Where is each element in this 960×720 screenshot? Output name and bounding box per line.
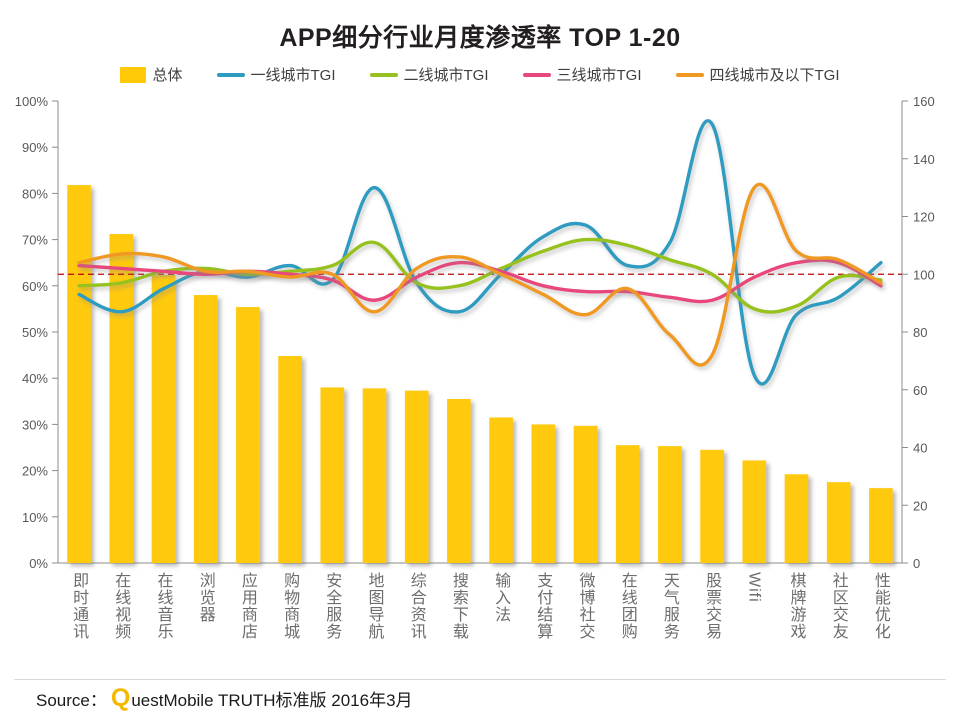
- x-axis-category-label: 即时通讯: [70, 572, 88, 640]
- bar: [151, 275, 176, 563]
- bar-series-总体: [67, 185, 893, 564]
- y-axis-right-tick-label: 0: [913, 556, 920, 571]
- x-axis-category-label: 购物商城: [281, 572, 299, 640]
- bar: [67, 185, 91, 564]
- legend-item[interactable]: 三线城市TGI: [522, 64, 642, 85]
- y-axis-left-tick-label: 90%: [22, 140, 48, 155]
- line-series-group: [77, 119, 883, 386]
- y-axis-left-tick-label: 70%: [22, 233, 48, 248]
- legend-item[interactable]: 四线城市及以下TGI: [675, 64, 840, 85]
- x-axis-category-label: 棋牌游戏: [787, 572, 805, 640]
- x-axis-category-label: 应用商店: [238, 572, 256, 640]
- y-axis-right-tick-label: 80: [913, 325, 927, 340]
- bar: [869, 488, 893, 563]
- bar: [489, 417, 513, 563]
- x-axis-category-label: 天气服务: [660, 572, 678, 640]
- bar: [278, 356, 302, 563]
- questmobile-logo-icon: Q: [110, 684, 131, 712]
- x-axis-category-label: 在线团购: [618, 572, 636, 640]
- legend-item-label: 二线城市TGI: [403, 67, 489, 84]
- bar: [320, 387, 345, 563]
- x-axis-category-label: 安全服务: [323, 572, 341, 640]
- legend-item[interactable]: 一线城市TGI: [216, 64, 336, 85]
- bar: [109, 234, 134, 563]
- bar: [531, 424, 556, 563]
- x-axis-category-label: 输入法: [492, 572, 510, 623]
- footer-divider: [14, 679, 946, 680]
- bar: [193, 295, 218, 563]
- y-axis-left-tick-label: 20%: [22, 464, 48, 479]
- y-axis-left-tick-label: 0%: [29, 556, 48, 571]
- y-axis-left-tick-label: 50%: [22, 325, 48, 340]
- line-series-二线城市TGI: [77, 237, 883, 314]
- x-axis-category-label: 搜索下载: [449, 572, 467, 640]
- y-axis-right-tick-label: 120: [913, 210, 935, 225]
- y-axis-right-tick-label: 160: [913, 94, 935, 109]
- source-note: Source： Q uestMobile TRUTH标准版 2016年3月: [36, 686, 413, 711]
- legend-line-icon: [675, 72, 704, 77]
- bar: [784, 474, 809, 563]
- x-axis-category-label: 性能优化: [871, 572, 889, 640]
- bar: [615, 445, 640, 563]
- bar: [700, 449, 724, 563]
- x-axis-category-label: 社区交友: [829, 572, 847, 640]
- legend-item-label: 总体: [152, 67, 183, 84]
- y-axis-left-tick-label: 10%: [22, 510, 48, 525]
- x-axis-category-label: 支付结算: [534, 572, 552, 640]
- source-text: uestMobile TRUTH标准版 2016年3月: [131, 691, 413, 710]
- x-axis-category-label: Wifi: [745, 572, 763, 603]
- line-series-四线城市及以下TGI: [77, 182, 883, 367]
- bar: [658, 446, 682, 563]
- y-axis-left-tick-label: 60%: [22, 279, 48, 294]
- x-axis-category-label: 地图导航: [365, 572, 383, 640]
- legend-item-label: 三线城市TGI: [556, 67, 642, 84]
- bar: [404, 390, 429, 563]
- legend-line-icon: [216, 72, 245, 77]
- y-axis-right-tick-label: 40: [913, 441, 927, 456]
- legend-square-icon: [120, 66, 147, 83]
- legend-line-icon: [369, 72, 398, 77]
- legend-item[interactable]: 总体: [120, 64, 183, 85]
- y-axis-left-tick-label: 100%: [15, 94, 49, 109]
- bar: [826, 482, 851, 563]
- y-axis-right-tick-label: 60: [913, 383, 927, 398]
- source-prefix: Source：: [36, 691, 107, 710]
- bar: [362, 388, 387, 563]
- y-axis-left-tick-label: 30%: [22, 417, 48, 432]
- chart-legend: 总体 一线城市TGI 二线城市TGI 三线城市TGI 四线城市及以下TGI: [0, 64, 960, 85]
- y-axis-right-tick-label: 100: [913, 267, 935, 282]
- x-axis-category-label: 在线音乐: [154, 572, 172, 640]
- y-axis-right-tick-label: 20: [913, 498, 927, 513]
- x-axis-category-label: 综合资讯: [407, 572, 425, 640]
- page-title: APP细分行业月度渗透率 TOP 1-20: [279, 24, 681, 52]
- x-axis-category-label: 微博社交: [576, 572, 594, 640]
- x-axis-category-label: 浏览器: [196, 572, 214, 623]
- bar: [236, 307, 260, 563]
- legend-item-label: 四线城市及以下TGI: [709, 67, 840, 84]
- bar: [573, 425, 598, 563]
- y-axis-left-tick-label: 80%: [22, 186, 48, 201]
- x-axis-category-label: 股票交易: [703, 572, 721, 640]
- legend-item-label: 一线城市TGI: [250, 67, 336, 84]
- x-axis-category-label: 在线视频: [112, 572, 130, 640]
- y-axis-left-tick-label: 40%: [22, 371, 48, 386]
- legend-item[interactable]: 二线城市TGI: [369, 64, 489, 85]
- bar: [742, 460, 767, 563]
- bar: [447, 398, 471, 563]
- legend-line-icon: [522, 72, 551, 77]
- y-axis-right-tick-label: 140: [913, 152, 935, 167]
